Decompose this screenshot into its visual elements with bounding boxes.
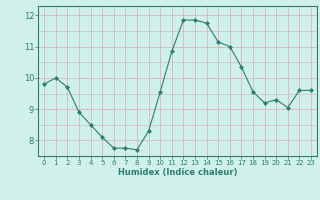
X-axis label: Humidex (Indice chaleur): Humidex (Indice chaleur) <box>118 168 237 177</box>
